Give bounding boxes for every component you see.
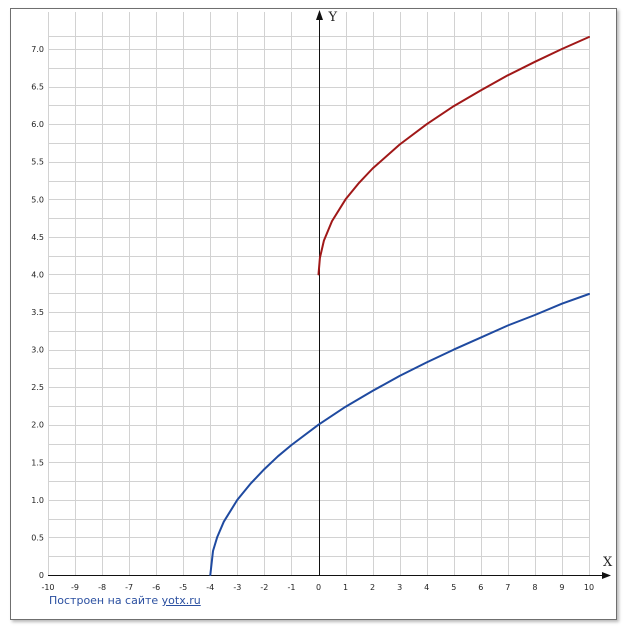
y-tick-label: 5.0 xyxy=(31,195,44,204)
credit-link[interactable]: yotx.ru xyxy=(161,594,201,607)
y-axis-label: Y xyxy=(328,10,338,25)
x-axis-label: X xyxy=(603,555,613,570)
y-tick-label: 0.5 xyxy=(31,533,44,542)
x-axis-arrow xyxy=(602,572,611,579)
axes xyxy=(48,10,611,579)
x-tick-label: 0 xyxy=(316,583,321,592)
series-line-1 xyxy=(209,293,590,576)
x-tick-label: -4 xyxy=(206,583,214,592)
y-tick-label: 3.0 xyxy=(31,346,44,355)
x-tick-label: 8 xyxy=(532,583,537,592)
x-tick-label: 10 xyxy=(584,583,594,592)
site-credit: Построен на сайте yotx.ru xyxy=(49,594,201,607)
grid xyxy=(48,12,590,576)
x-tick-label: -8 xyxy=(98,583,106,592)
y-tick-label: 3.5 xyxy=(31,308,44,317)
x-tick-label: -7 xyxy=(125,583,133,592)
x-tick-label: 2 xyxy=(370,583,375,592)
x-tick-label: 4 xyxy=(424,583,429,592)
y-axis-arrow xyxy=(316,10,323,20)
y-tick-label: 2.0 xyxy=(31,421,44,430)
x-tick-label: -2 xyxy=(260,583,268,592)
x-tick-label: -5 xyxy=(179,583,187,592)
x-tick-label: -9 xyxy=(71,583,79,592)
x-tick-label: 9 xyxy=(559,583,564,592)
series-line-2 xyxy=(317,36,590,276)
x-tick-label: 3 xyxy=(397,583,402,592)
y-tick-label: 4.0 xyxy=(31,270,44,279)
chart-frame xyxy=(10,8,617,620)
x-tick-label: 6 xyxy=(478,583,483,592)
x-tick-label: -6 xyxy=(152,583,160,592)
x-tick-label: 7 xyxy=(505,583,510,592)
y-tick-label: 6.5 xyxy=(31,83,44,92)
x-tick-labels: -10 -9 -8 -7 -6 -5 -4 -3 -2 -1 0 1 2 3 4 5 6 7 8 9 10 xyxy=(41,583,594,592)
y-tick-label: 2.5 xyxy=(31,383,44,392)
credit-text: Построен на сайте xyxy=(49,594,159,607)
y-tick-label: 6.0 xyxy=(31,120,44,129)
x-tick-label: 1 xyxy=(343,583,348,592)
series-group xyxy=(209,36,590,576)
y-tick-labels: 0 0.5 1.0 1.5 2.0 2.5 3.0 3.5 4.0 4.5 5.0 5.5 6.0 6.5… xyxy=(31,45,44,580)
y-tick-label: 0 xyxy=(39,571,44,580)
x-tick-label: 5 xyxy=(451,583,456,592)
y-tick-label: 1.5 xyxy=(31,458,44,467)
y-tick-label: 7.0 xyxy=(31,45,44,54)
y-tick-label: 5.5 xyxy=(31,158,44,167)
y-tick-label: 4.5 xyxy=(31,233,44,242)
x-tick-label: -1 xyxy=(287,583,295,592)
y-tick-label: 1.0 xyxy=(31,496,44,505)
x-tick-label: -10 xyxy=(41,583,54,592)
x-tick-label: -3 xyxy=(233,583,241,592)
